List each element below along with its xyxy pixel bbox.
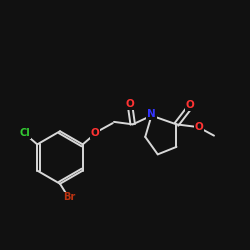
Text: O: O — [91, 128, 100, 138]
Text: Cl: Cl — [20, 128, 30, 138]
Text: N: N — [147, 110, 156, 120]
Text: Br: Br — [62, 192, 75, 202]
Text: O: O — [126, 99, 134, 109]
Text: O: O — [194, 122, 203, 132]
Text: O: O — [186, 100, 194, 110]
